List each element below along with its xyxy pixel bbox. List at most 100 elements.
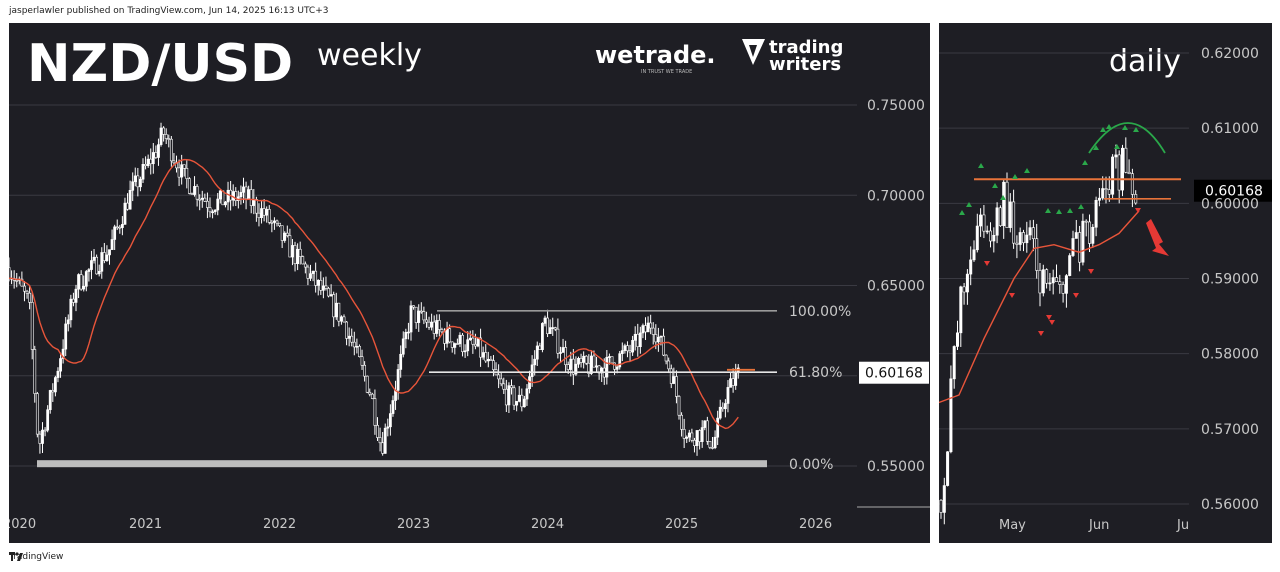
weekly-candle-body [651,327,655,335]
weekly-candle-body [644,325,647,333]
daily-candle-body [1022,232,1026,244]
daily-current-price-box [1194,179,1272,202]
weekly-candle-body [327,288,330,297]
swing-low-marker [1009,293,1015,298]
weekly-candle-body [445,328,449,344]
weekly-candle-body [675,376,678,397]
trading-writers-line2: writers [769,54,841,75]
weekly-candle-body [95,256,99,275]
weekly-candle-body [15,280,19,282]
weekly-candle-body [381,442,385,454]
trading-writers-logo-icon [742,39,765,65]
weekly-candle-body [41,429,44,444]
weekly-candle-body [337,302,341,322]
swing-high-marker [1082,160,1088,165]
weekly-candle-body [551,327,555,329]
weekly-candle-body [311,270,315,274]
weekly-candle-body [35,393,39,435]
weekly-candle-body [636,333,640,347]
weekly-candle-body [118,226,122,229]
weekly-candle-body [221,190,225,206]
swing-high-marker [1067,208,1073,213]
swing-low-marker [1088,269,1094,274]
daily-candle-body [1035,238,1039,271]
weekly-candle-body [502,383,506,390]
daily-chart-panel[interactable]: daily 0.60168 0.62000 0.61000 0.60000 0.590… [939,23,1272,543]
daily-candle-body [1015,242,1019,245]
weekly-candle-body [533,358,537,366]
daily-candle-body [1081,220,1085,263]
weekly-candle-body [592,355,596,368]
weekly-candle-body [267,209,271,223]
weekly-candle-body [522,398,526,408]
weekly-candle-body [345,321,348,339]
daily-candle-body [1045,269,1049,284]
weekly-candle-body [131,181,135,191]
weekly-candle-body [484,352,488,362]
weekly-candle-body [72,298,75,303]
weekly-candle-body [157,144,160,158]
daily-candle-body [962,286,966,293]
weekly-candle-body [316,279,320,286]
weekly-candle-body [685,436,689,439]
weekly-candle-body [373,398,377,426]
weekly-candle-body [396,369,400,391]
weekly-current-price-box [859,361,929,384]
weekly-candle-body [203,197,207,202]
weekly-candle-body [517,394,521,402]
weekly-candle-body [257,212,261,219]
weekly-candle-body [412,305,415,308]
weekly-candle-body [566,364,570,370]
weekly-candle-body [239,192,243,198]
weekly-candle-body [510,385,513,389]
daily-candle-body [1031,227,1035,240]
weekly-candle-body [46,409,50,431]
swing-high-marker [978,163,984,168]
weekly-candle-body [450,341,454,348]
weekly-chart-panel[interactable]: NZD/USD weekly wetrade. IN TRUST WE TRAD… [9,23,930,543]
weekly-chart-svg[interactable]: NZD/USD weekly wetrade. IN TRUST WE TRAD… [9,23,930,543]
weekly-candle-body [280,225,284,241]
weekly-candle-body [314,270,318,286]
weekly-candle-body [721,406,725,410]
daily-candle-body [1097,197,1101,201]
daily-candle-body [1055,277,1059,282]
daily-chart-svg[interactable]: daily 0.60168 0.62000 0.61000 0.60000 0.590… [939,23,1272,543]
weekly-candle-body [195,186,199,200]
weekly-candle-body [358,346,361,357]
weekly-candle-body [182,164,186,169]
fib-0-band [37,460,767,468]
daily-price-tick-label: 0.62000 [1201,46,1259,62]
weekly-candle-body [543,317,547,324]
weekly-candle-body [453,343,457,348]
weekly-candle-body [726,387,730,404]
weekly-candle-body [30,302,34,350]
weekly-candle-body [285,232,289,236]
weekly-candle-body [291,245,294,258]
weekly-candle-body [213,209,217,213]
weekly-candle-body [553,327,557,330]
weekly-candle-body [193,186,196,195]
swing-high-marker [1100,127,1106,132]
weekly-year-tick-label: 2021 [129,517,162,532]
weekly-candle-body [388,413,392,428]
fib-618-label: 61.80% [789,365,842,381]
weekly-candle-body [38,433,42,444]
weekly-candle-body [672,376,676,384]
daily-candle-body [1124,147,1128,173]
weekly-candle-body [409,305,413,333]
weekly-year-tick-label: 2023 [397,517,430,532]
footer-brand[interactable]: TradingView [9,552,63,562]
weekly-candle-body [713,436,717,449]
swing-high-marker [1106,124,1112,129]
weekly-candle-body [656,336,660,343]
weekly-year-tick-label: 2022 [263,517,296,532]
weekly-candle-body [669,368,673,384]
daily-candle-body [955,332,959,347]
weekly-candle-body [102,252,106,261]
weekly-candle-body [615,366,619,370]
weekly-candle-body [556,328,560,354]
weekly-candle-body [455,343,459,345]
weekly-candle-body [731,378,735,386]
